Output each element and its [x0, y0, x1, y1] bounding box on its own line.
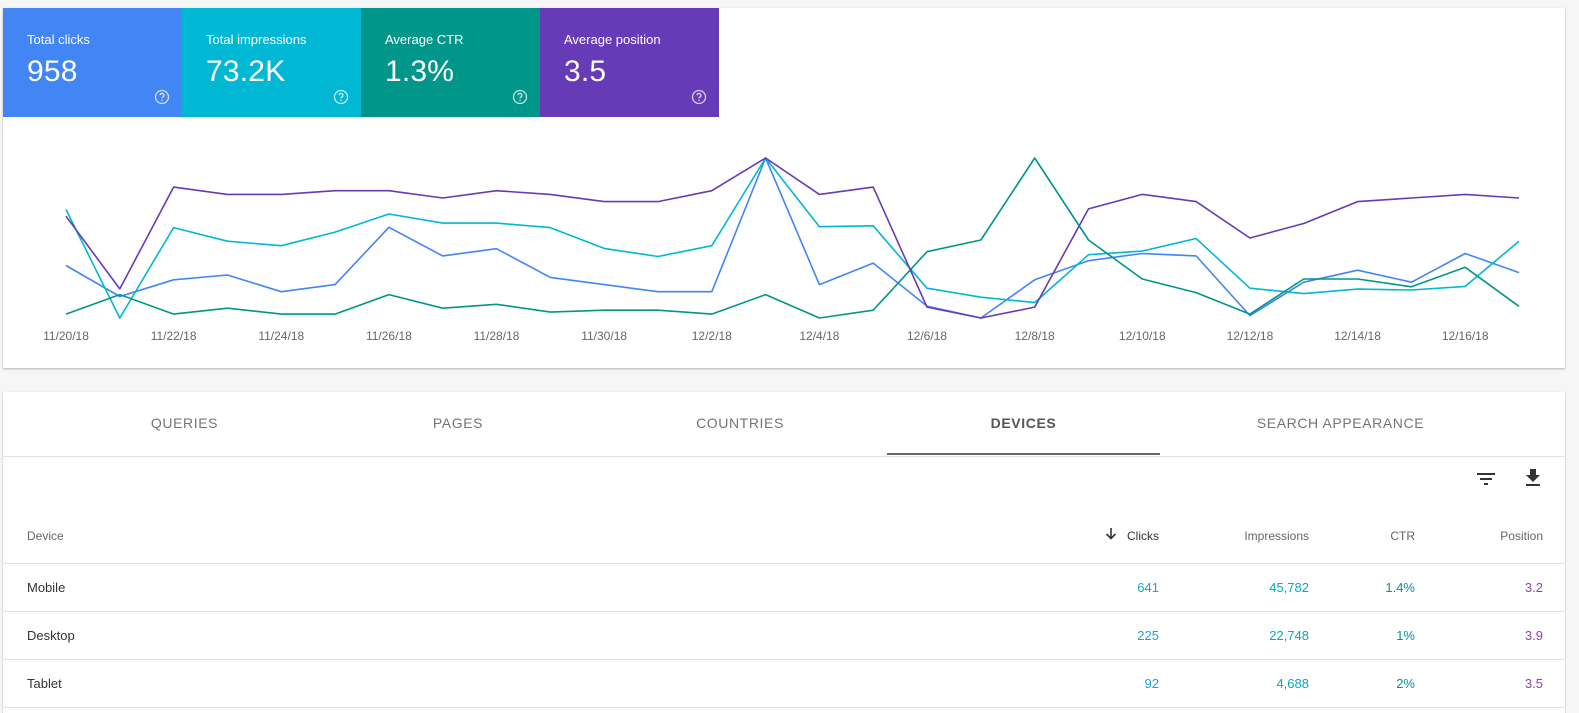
help-icon[interactable] [333, 89, 349, 105]
metric-value: 1.3% [385, 55, 455, 88]
tab-queries[interactable]: QUERIES [150, 415, 219, 431]
x-tick-label: 11/26/18 [366, 329, 412, 343]
series-line-position [65, 157, 1520, 319]
metric-label: Total clicks [27, 32, 90, 47]
position-value: 3.2 [1524, 580, 1543, 595]
filter-icon[interactable] [1474, 467, 1498, 491]
table-header: Device Clicks Impressions CTR Position [3, 513, 1565, 564]
x-tick-label: 12/10/18 [1119, 329, 1166, 343]
x-tick-label: 11/30/18 [581, 329, 627, 343]
position-value: 3.9 [1524, 628, 1543, 643]
x-tick-label: 11/24/18 [258, 329, 304, 343]
table-row[interactable]: Tablet 92 4,688 2% 3.5 [3, 660, 1565, 708]
position-value: 3.5 [1524, 676, 1543, 691]
help-icon[interactable] [691, 89, 707, 105]
devices-table-card: QUERIES PAGES COUNTRIES DEVICES SEARCH A… [3, 392, 1565, 713]
metric-label: Total impressions [206, 32, 307, 47]
help-icon[interactable] [154, 89, 170, 105]
performance-line-chart: 11/20/18 11/22/18 11/24/18 11/26/18 11/28/18… [43, 157, 1520, 343]
tab-devices[interactable]: DEVICES [887, 392, 1160, 455]
arrow-down-icon [1105, 528, 1117, 540]
dimension-tabs: QUERIES PAGES COUNTRIES DEVICES SEARCH A… [3, 392, 1565, 457]
x-tick-label: 12/16/18 [1442, 329, 1489, 343]
metric-average-ctr[interactable]: Average CTR 1.3% [361, 8, 540, 117]
device-name: Tablet [27, 676, 62, 691]
column-header-ctr[interactable]: CTR [1390, 529, 1415, 543]
x-tick-label: 12/6/18 [907, 329, 947, 343]
help-icon[interactable] [512, 89, 528, 105]
column-header-position[interactable]: Position [1500, 529, 1543, 543]
tab-countries[interactable]: COUNTRIES [696, 415, 784, 431]
clicks-value: 92 [1144, 676, 1159, 691]
metric-total-clicks[interactable]: Total clicks 958 [3, 8, 182, 117]
column-header-impressions[interactable]: Impressions [1244, 529, 1309, 543]
series-line-impressions [65, 157, 1520, 319]
metric-value: 3.5 [564, 55, 607, 88]
impressions-value: 45,782 [1269, 580, 1309, 595]
ctr-value: 1% [1396, 628, 1415, 643]
x-tick-label: 12/4/18 [799, 329, 839, 343]
metric-average-position[interactable]: Average position 3.5 [540, 8, 719, 117]
clicks-value: 641 [1137, 580, 1159, 595]
x-tick-label: 11/20/18 [43, 329, 89, 343]
table-row[interactable]: Desktop 225 22,748 1% 3.9 [3, 612, 1565, 660]
impressions-value: 22,748 [1269, 628, 1309, 643]
ctr-value: 1.4% [1385, 580, 1415, 595]
metric-total-impressions[interactable]: Total impressions 73.2K [182, 8, 361, 117]
tab-search-appearance[interactable]: SEARCH APPEARANCE [1256, 415, 1425, 431]
device-name: Mobile [27, 580, 66, 595]
device-name: Desktop [27, 628, 75, 643]
table-row[interactable]: Mobile 641 45,782 1.4% 3.2 [3, 564, 1565, 612]
x-tick-label: 11/22/18 [151, 329, 197, 343]
performance-chart-card: 11/20/18 11/22/18 11/24/18 11/26/18 11/28/18… [3, 8, 1565, 368]
ctr-value: 2% [1396, 676, 1415, 691]
column-header-clicks[interactable]: Clicks [1127, 529, 1159, 543]
metric-value: 958 [27, 55, 78, 88]
series-line-ctr [65, 157, 1520, 319]
metric-value: 73.2K [206, 55, 286, 88]
x-tick-label: 11/28/18 [474, 329, 520, 343]
clicks-value: 225 [1137, 628, 1159, 643]
x-tick-label: 12/12/18 [1227, 329, 1274, 343]
metric-label: Average CTR [385, 32, 464, 47]
x-tick-label: 12/2/18 [692, 329, 732, 343]
metric-cards: Total clicks 958 Total impressions 73.2K… [3, 8, 719, 117]
tab-pages[interactable]: PAGES [432, 415, 484, 431]
x-tick-label: 12/14/18 [1334, 329, 1381, 343]
x-tick-label: 12/8/18 [1015, 329, 1055, 343]
download-icon[interactable] [1521, 466, 1545, 490]
metric-label: Average position [564, 32, 661, 47]
series-line-clicks [65, 157, 1520, 319]
column-header-device[interactable]: Device [27, 529, 64, 543]
impressions-value: 4,688 [1276, 676, 1309, 691]
